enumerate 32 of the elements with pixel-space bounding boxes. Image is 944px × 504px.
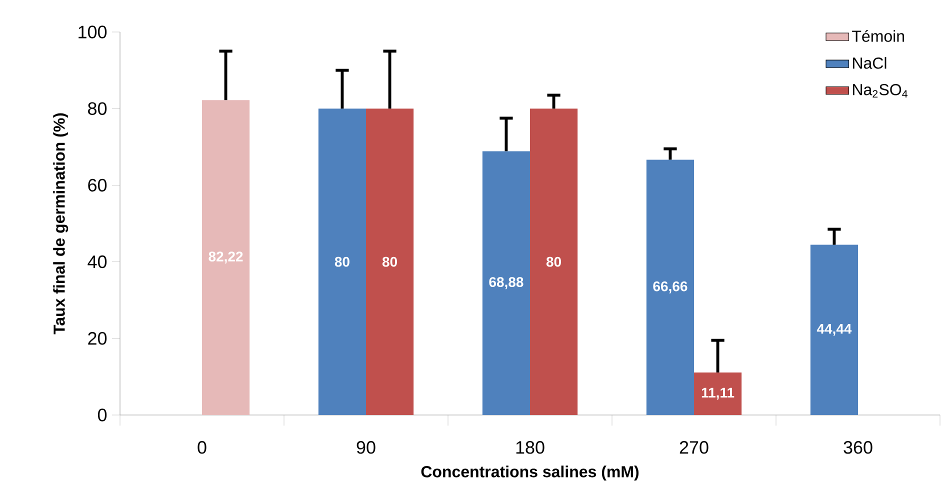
bar: [366, 108, 414, 415]
bar: [202, 100, 250, 415]
y-tick-label: 0: [98, 408, 107, 422]
data-label: 66,66: [653, 281, 688, 294]
bar: [810, 244, 858, 415]
x-tick-label: 0: [198, 441, 206, 454]
y-tick-label: 100: [78, 26, 107, 38]
x-tick-label: 360: [844, 441, 872, 454]
data-label: 80: [546, 256, 561, 267]
data-label: 68,88: [489, 277, 524, 290]
bar: [530, 108, 578, 415]
x-tick-label: 270: [680, 441, 708, 454]
bar: [482, 151, 530, 415]
bar: [318, 108, 366, 415]
legend-label: NaCl: [853, 57, 886, 69]
y-tick-label: 20: [88, 332, 107, 345]
data-label: 82,22: [208, 252, 243, 264]
data-label: 80: [382, 256, 397, 267]
legend-label: Na$_{2}$SO$_{4}$: [853, 84, 908, 98]
data-label: 11,11: [702, 388, 734, 400]
y-tick-label: 80: [88, 102, 107, 115]
y-tick-label: 40: [88, 255, 107, 268]
legend-label: Témoin: [852, 30, 904, 42]
bar: [646, 160, 694, 415]
y-axis-title: Taux final de germination (%): [53, 113, 68, 334]
x-tick-label: 180: [516, 441, 544, 454]
x-tick-label: 90: [356, 441, 376, 454]
y-tick-label: 60: [88, 178, 107, 192]
data-label: 44,44: [816, 324, 852, 336]
data-label: 80: [334, 256, 350, 267]
x-axis-title: Concentrations salines (mM): [421, 466, 639, 481]
bar: [694, 372, 742, 415]
